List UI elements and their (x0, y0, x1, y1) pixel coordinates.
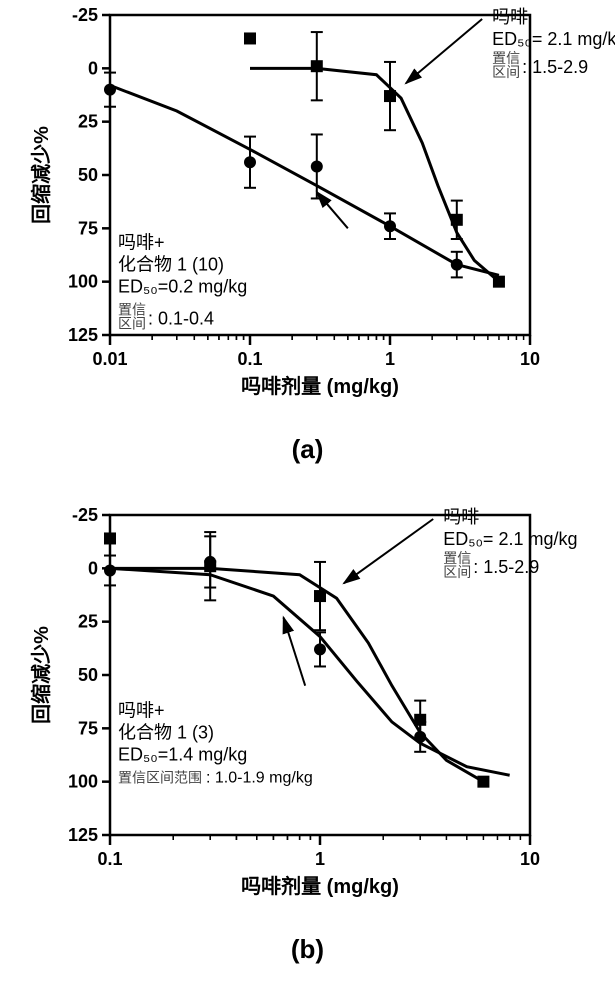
svg-text:: 1.5-2.9: : 1.5-2.9 (473, 557, 539, 577)
svg-text:回缩减少%: 回缩减少% (29, 626, 53, 724)
svg-text:75: 75 (78, 718, 98, 738)
svg-text:10: 10 (520, 849, 540, 869)
svg-text:回缩减少%: 回缩减少% (29, 126, 53, 224)
svg-text:吗啡: 吗啡 (492, 7, 528, 27)
svg-text:区间: 区间 (492, 64, 520, 80)
svg-text:1: 1 (315, 849, 325, 869)
svg-text:ED₅₀=1.4 mg/kg: ED₅₀=1.4 mg/kg (118, 744, 247, 764)
svg-text:100: 100 (68, 272, 98, 292)
svg-text:吗啡剂量 (mg/kg): 吗啡剂量 (mg/kg) (241, 374, 399, 398)
svg-text:125: 125 (68, 825, 98, 845)
svg-text:1: 1 (385, 349, 395, 369)
svg-text:ED₅₀= 2.1 mg/kg: ED₅₀= 2.1 mg/kg (443, 529, 577, 549)
svg-text:25: 25 (78, 612, 98, 632)
svg-text:-25: -25 (72, 5, 98, 25)
chart-a-svg: -25 0 25 50 75 100 125 0.01 0.1 1 10 吗啡剂量 (mg/kg) 回缩… (0, 0, 615, 430)
svg-text:区间: 区间 (443, 564, 471, 580)
svg-text:-25: -25 (72, 505, 98, 525)
svg-text:100: 100 (68, 772, 98, 792)
svg-text:: 1.0-1.9 mg/kg: : 1.0-1.9 mg/kg (206, 769, 313, 786)
svg-text:0.1: 0.1 (97, 849, 122, 869)
svg-text:: 0.1-0.4: : 0.1-0.4 (148, 308, 214, 328)
svg-text:吗啡+: 吗啡+ (118, 700, 165, 720)
svg-text:50: 50 (78, 665, 98, 685)
svg-text:吗啡: 吗啡 (443, 507, 479, 527)
svg-text:0.1: 0.1 (237, 349, 262, 369)
chart-a-caption: (a) (0, 434, 615, 465)
svg-text:化合物 1 (10): 化合物 1 (10) (118, 254, 224, 274)
svg-text:50: 50 (78, 165, 98, 185)
svg-text:化合物 1 (3): 化合物 1 (3) (118, 722, 214, 742)
figure-a: -25 0 25 50 75 100 125 0.01 0.1 1 10 吗啡剂量 (mg/kg) 回缩… (0, 0, 615, 500)
chart-b-svg: -25 0 25 50 75 100 125 0.1 1 10 吗啡剂量 (mg/kg) 回缩减少% 吗… (0, 500, 615, 930)
svg-text:75: 75 (78, 218, 98, 238)
svg-text:吗啡+: 吗啡+ (118, 232, 165, 252)
svg-text:区间: 区间 (118, 315, 146, 331)
svg-text:25: 25 (78, 112, 98, 132)
svg-text:吗啡剂量 (mg/kg): 吗啡剂量 (mg/kg) (241, 874, 399, 898)
svg-text:10: 10 (520, 349, 540, 369)
svg-text:ED₅₀=0.2 mg/kg: ED₅₀=0.2 mg/kg (118, 276, 247, 296)
svg-text:: 1.5-2.9: : 1.5-2.9 (522, 57, 588, 77)
svg-text:0: 0 (88, 558, 98, 578)
svg-text:125: 125 (68, 325, 98, 345)
svg-text:0.01: 0.01 (92, 349, 127, 369)
chart-b-caption: (b) (0, 934, 615, 965)
svg-text:0: 0 (88, 58, 98, 78)
svg-text:置信区间范围: 置信区间范围 (118, 769, 202, 785)
svg-text:ED₅₀= 2.1 mg/kg: ED₅₀= 2.1 mg/kg (492, 29, 615, 49)
figure-b: -25 0 25 50 75 100 125 0.1 1 10 吗啡剂量 (mg/kg) 回缩减少% 吗… (0, 500, 615, 1000)
